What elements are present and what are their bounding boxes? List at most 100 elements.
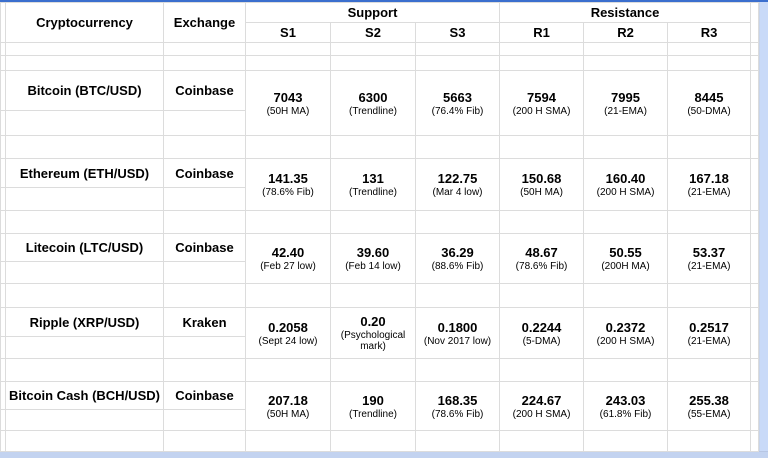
cell-r2[interactable]: 160.40 (200 H SMA) <box>583 158 669 211</box>
cell-s1[interactable]: 0.2058 (Sept 24 low) <box>245 307 331 359</box>
support-value: 168.35 <box>437 392 478 408</box>
support-value: 5663 <box>443 89 472 105</box>
support-label: (Mar 4 low) <box>432 187 483 198</box>
cell-s3[interactable]: 168.35 (78.6% Fib) <box>414 381 501 431</box>
cell-crypto-name[interactable]: Ethereum (ETH/USD) <box>5 158 164 188</box>
resistance-value: 243.03 <box>605 392 646 408</box>
row-ethereum: Ethereum (ETH/USD) Coinbase 141.35 (78.6… <box>0 158 760 211</box>
resistance-label: (5-DMA) <box>522 335 561 347</box>
support-label: (78.6% Fib) <box>262 187 314 198</box>
row-bitcoin-cash: Bitcoin Cash (BCH/USD) Coinbase 207.18 (… <box>0 381 760 431</box>
cell-crypto-name[interactable]: Litecoin (LTC/USD) <box>5 233 164 262</box>
cell-s1[interactable]: 141.35 (78.6% Fib) <box>245 158 331 211</box>
resistance-value: 0.2372 <box>605 319 646 335</box>
support-label: (88.6% Fib) <box>431 261 484 272</box>
cell-r1[interactable]: 0.2244 (5-DMA) <box>499 307 585 359</box>
cell-r1[interactable]: 48.67 (78.6% Fib) <box>499 233 585 284</box>
cell-r3[interactable]: 255.38 (55-EMA) <box>667 381 752 431</box>
resistance-label: (21-EMA) <box>687 261 731 272</box>
cell-crypto-name[interactable]: Bitcoin Cash (BCH/USD) <box>5 381 164 410</box>
cell-s3[interactable]: 5663 (76.4% Fib) <box>414 70 501 136</box>
cell-exchange[interactable]: Kraken <box>163 307 246 337</box>
header-r3[interactable]: R3 <box>667 22 752 43</box>
cell-r3[interactable]: 8445 (50-DMA) <box>667 70 752 136</box>
bottom-blue-row-sliver <box>0 451 768 458</box>
support-value: 7043 <box>273 89 303 105</box>
spacer-row <box>0 283 760 308</box>
support-label: (78.6% Fib) <box>431 408 484 420</box>
cell-crypto-name[interactable]: Ripple (XRP/USD) <box>5 307 164 337</box>
cell-crypto-name[interactable]: Bitcoin (BTC/USD) <box>5 70 164 111</box>
header-resistance-group[interactable]: Resistance <box>499 2 752 23</box>
cell-s2[interactable]: 0.20 (Psychological mark) <box>330 307 416 359</box>
cell-s2[interactable]: 6300 (Trendline) <box>330 70 416 136</box>
support-label: (Psychological mark) <box>340 330 406 352</box>
resistance-label: (200H MA) <box>601 261 650 272</box>
spacer-row <box>0 210 760 234</box>
support-value: 0.1800 <box>437 319 478 335</box>
resistance-label: (21-EMA) <box>604 105 647 117</box>
cell-s3[interactable]: 36.29 (88.6% Fib) <box>414 233 501 284</box>
cell-s2[interactable]: 39.60 (Feb 14 low) <box>330 233 416 284</box>
support-label: (Nov 2017 low) <box>423 335 492 347</box>
support-label: (50H MA) <box>266 105 310 117</box>
resistance-value: 8445 <box>694 89 724 105</box>
resistance-value: 255.38 <box>689 392 729 408</box>
support-value: 190 <box>362 392 384 408</box>
support-value: 6300 <box>358 89 388 105</box>
cell-r3[interactable]: 167.18 (21-EMA) <box>667 158 752 211</box>
cell-s2[interactable]: 131 (Trendline) <box>330 158 416 211</box>
support-label: (Feb 27 low) <box>260 261 316 272</box>
resistance-value: 224.67 <box>521 392 562 408</box>
support-label: (Trendline) <box>349 408 397 420</box>
cell-r1[interactable]: 150.68 (50H MA) <box>499 158 585 211</box>
cell-s3[interactable]: 122.75 (Mar 4 low) <box>414 158 501 211</box>
cell-r2[interactable]: 7995 (21-EMA) <box>583 70 669 136</box>
cell-s1[interactable]: 7043 (50H MA) <box>245 70 331 136</box>
header-s1[interactable]: S1 <box>245 22 331 43</box>
support-value: 122.75 <box>437 171 478 186</box>
right-sliver-cell <box>750 2 760 43</box>
support-value: 141.35 <box>268 171 308 186</box>
resistance-label: (21-EMA) <box>687 335 731 347</box>
resistance-label: (78.6% Fib) <box>515 261 568 272</box>
support-value: 131 <box>362 171 384 186</box>
cell-r2[interactable]: 50.55 (200H MA) <box>583 233 669 284</box>
blue-separator-row <box>0 42 760 56</box>
support-value: 42.40 <box>271 245 305 260</box>
resistance-label: (55-EMA) <box>687 408 731 420</box>
resistance-label: (50-DMA) <box>687 105 731 117</box>
support-value: 39.60 <box>356 245 390 260</box>
cell-exchange[interactable]: Coinbase <box>163 381 246 410</box>
spacer-row <box>0 55 760 71</box>
cell-r3[interactable]: 53.37 (21-EMA) <box>667 233 752 284</box>
right-blue-column-sliver <box>759 2 768 451</box>
cell-r1[interactable]: 224.67 (200 H SMA) <box>499 381 585 431</box>
resistance-label: (200 H SMA) <box>512 408 571 420</box>
header-s2[interactable]: S2 <box>330 22 416 43</box>
cell-s2[interactable]: 190 (Trendline) <box>330 381 416 431</box>
cell-exchange[interactable]: Coinbase <box>163 233 246 262</box>
header-s3[interactable]: S3 <box>414 22 501 43</box>
cell-r2[interactable]: 243.03 (61.8% Fib) <box>583 381 669 431</box>
cell-r1[interactable]: 7594 (200 H SMA) <box>499 70 585 136</box>
header-cryptocurrency[interactable]: Cryptocurrency <box>5 2 164 43</box>
cell-exchange[interactable]: Coinbase <box>163 70 246 111</box>
resistance-value: 7594 <box>527 89 556 105</box>
cell-r3[interactable]: 0.2517 (21-EMA) <box>667 307 752 359</box>
resistance-label: (21-EMA) <box>687 187 731 198</box>
cell-s1[interactable]: 42.40 (Feb 27 low) <box>245 233 331 284</box>
cell-r2[interactable]: 0.2372 (200 H SMA) <box>583 307 669 359</box>
header-support-group[interactable]: Support <box>244 2 501 23</box>
header-r1[interactable]: R1 <box>499 22 585 43</box>
cell-s1[interactable]: 207.18 (50H MA) <box>245 381 331 431</box>
support-label: (Feb 14 low) <box>345 261 401 272</box>
resistance-label: (50H MA) <box>520 187 563 198</box>
cell-s3[interactable]: 0.1800 (Nov 2017 low) <box>414 307 501 359</box>
cell-exchange[interactable]: Coinbase <box>163 158 246 188</box>
resistance-value: 0.2517 <box>689 319 729 335</box>
header-exchange[interactable]: Exchange <box>163 2 246 43</box>
header-r2[interactable]: R2 <box>583 22 669 43</box>
support-value: 36.29 <box>441 245 474 260</box>
